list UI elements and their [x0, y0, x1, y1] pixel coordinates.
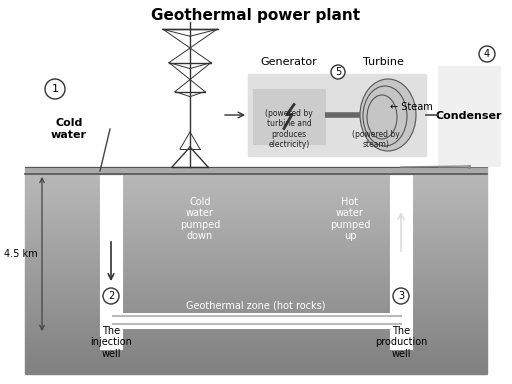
Text: Generator: Generator: [261, 57, 317, 67]
Text: ← Steam: ← Steam: [390, 102, 433, 112]
Text: 3: 3: [398, 291, 404, 301]
Circle shape: [331, 65, 345, 79]
Bar: [25, 254, 487, 258]
Bar: [25, 222, 487, 226]
Bar: [390, 174, 412, 349]
Bar: [25, 362, 487, 366]
Bar: [25, 246, 487, 250]
Ellipse shape: [360, 79, 416, 151]
Bar: [25, 198, 487, 202]
Text: The
injection
well: The injection well: [90, 326, 132, 359]
Bar: [25, 290, 487, 294]
Circle shape: [479, 46, 495, 62]
Text: 4.5 km: 4.5 km: [5, 249, 38, 259]
Bar: [25, 302, 487, 306]
Bar: [25, 350, 487, 354]
Bar: [25, 258, 487, 262]
Bar: [25, 294, 487, 298]
Bar: [25, 338, 487, 342]
Bar: [25, 370, 487, 374]
Bar: [25, 194, 487, 198]
Bar: [25, 330, 487, 334]
Bar: [25, 274, 487, 278]
Bar: [25, 346, 487, 350]
Bar: [25, 314, 487, 318]
Bar: [25, 218, 487, 222]
Text: (powered by
steam): (powered by steam): [352, 130, 400, 149]
Bar: [25, 178, 487, 182]
Bar: [253, 89, 325, 144]
Text: 5: 5: [335, 67, 341, 77]
Bar: [25, 326, 487, 330]
Bar: [25, 310, 487, 314]
Bar: [438, 66, 500, 166]
Text: 1: 1: [52, 84, 58, 94]
Text: Cold
water: Cold water: [51, 118, 87, 140]
Bar: [25, 270, 487, 274]
Circle shape: [45, 79, 65, 99]
Text: Geothermal zone (hot rocks): Geothermal zone (hot rocks): [186, 301, 326, 311]
Bar: [25, 182, 487, 186]
Text: Hot
water
pumped
up: Hot water pumped up: [330, 197, 370, 242]
Bar: [25, 342, 487, 346]
Text: Geothermal power plant: Geothermal power plant: [152, 8, 360, 23]
Circle shape: [103, 288, 119, 304]
Bar: [25, 366, 487, 370]
Bar: [25, 298, 487, 302]
Circle shape: [393, 288, 409, 304]
Bar: [25, 226, 487, 230]
Bar: [25, 354, 487, 358]
Ellipse shape: [363, 86, 407, 146]
Bar: [25, 306, 487, 310]
Text: Cold
water
pumped
down: Cold water pumped down: [180, 197, 220, 242]
Bar: [100, 174, 122, 349]
Text: 4: 4: [484, 49, 490, 59]
Bar: [25, 206, 487, 210]
Bar: [25, 318, 487, 322]
Bar: [25, 234, 487, 238]
Bar: [25, 167, 487, 174]
Bar: [28, 99, 110, 159]
Bar: [25, 358, 487, 362]
Bar: [25, 322, 487, 326]
Bar: [25, 334, 487, 338]
Bar: [25, 278, 487, 282]
Bar: [25, 238, 487, 242]
Bar: [25, 186, 487, 190]
Ellipse shape: [367, 95, 397, 139]
Text: (powered by
turbine and
produces
electricity): (powered by turbine and produces electri…: [265, 109, 313, 149]
Bar: [25, 202, 487, 206]
Bar: [25, 214, 487, 218]
Text: Turbine: Turbine: [362, 57, 403, 67]
Bar: [25, 266, 487, 270]
Bar: [25, 190, 487, 194]
Bar: [25, 286, 487, 290]
Bar: [25, 262, 487, 266]
Bar: [25, 230, 487, 234]
Text: 2: 2: [108, 291, 114, 301]
Bar: [25, 174, 487, 178]
Bar: [25, 250, 487, 254]
Bar: [25, 242, 487, 246]
Text: The
production
well: The production well: [375, 326, 427, 359]
Text: Condenser: Condenser: [436, 111, 502, 121]
Bar: [248, 74, 426, 156]
Bar: [25, 282, 487, 286]
Bar: [25, 210, 487, 214]
